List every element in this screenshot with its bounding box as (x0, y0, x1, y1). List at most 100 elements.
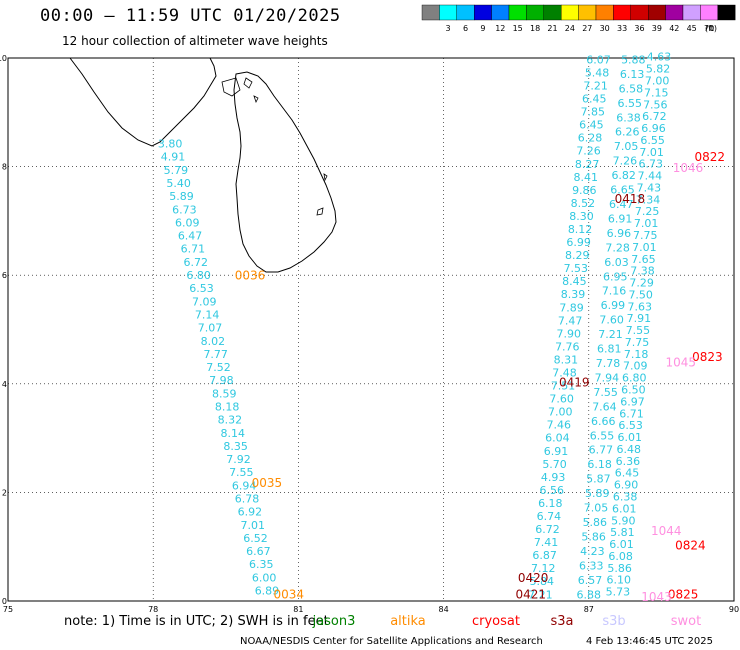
wave-height-value: 6.38 (616, 111, 641, 124)
wave-height-value: 7.60 (599, 314, 624, 327)
wave-height-value: 7.38 (630, 265, 655, 278)
colorbar-label: 45 (687, 24, 697, 33)
colorbar-swatch (474, 4, 492, 21)
wave-height-value: 8.35 (223, 440, 248, 453)
wave-height-value: 6.72 (184, 256, 209, 269)
map-subtitle: 12 hour collection of altimeter wave hei… (62, 34, 328, 48)
pass-time-label: 0034 (273, 587, 304, 601)
wave-height-value: 6.04 (545, 432, 570, 445)
wave-height-value: 4.63 (647, 51, 672, 64)
wave-height-value: 6.18 (587, 458, 612, 471)
wave-height-value: 5.70 (542, 458, 567, 471)
wave-height-value: 7.48 (552, 367, 577, 380)
wave-height-value: 4.23 (580, 545, 605, 558)
wave-height-value: 7.89 (559, 301, 584, 314)
wave-height-value: 7.63 (628, 300, 653, 313)
wave-height-value: 5.89 (585, 487, 610, 500)
wave-height-value: 6.52 (243, 532, 268, 545)
wave-height-value: 7.00 (645, 74, 670, 87)
colorbar-swatch (665, 4, 684, 21)
y-tick-label: 0 (2, 597, 7, 606)
pass-time-label: 0418 (615, 192, 646, 206)
colorbar-swatch (630, 4, 649, 21)
wave-height-value: 6.94 (232, 479, 257, 492)
pass-time-label: 0822 (695, 150, 726, 164)
wave-height-value: 6.97 (620, 395, 645, 408)
wave-height-value: 7.12 (531, 562, 556, 575)
wave-height-value: 6.91 (544, 445, 569, 458)
colorbar-swatch (421, 4, 440, 21)
wave-height-value: 6.80 (622, 372, 647, 385)
colorbar-label: 39 (652, 24, 662, 33)
wave-height-value: 7.85 (581, 106, 606, 119)
wave-height-value: 7.92 (226, 453, 251, 466)
pass-time-label: 0035 (252, 476, 283, 490)
wave-height-value: 8.52 (571, 197, 596, 210)
pass-time-label: 1044 (651, 524, 682, 538)
map-title: 00:00 – 11:59 UTC 01/20/2025 (40, 6, 341, 26)
wave-height-value: 7.55 (229, 466, 254, 479)
wave-height-value: 7.18 (624, 348, 649, 361)
wave-height-value: 6.96 (607, 227, 632, 240)
wave-height-value: 6.08 (608, 550, 633, 563)
wave-height-value: 7.50 (628, 288, 653, 301)
wave-height-value: 6.89 (255, 584, 280, 597)
colorbar-label: 18 (530, 24, 540, 33)
wave-height-value: 6.33 (579, 559, 604, 572)
wave-height-value: 6.07 (586, 53, 611, 66)
colorbar-swatch (717, 4, 736, 21)
sri-lanka-coastline (233, 71, 337, 273)
wave-height-value: 6.88 (577, 588, 602, 601)
y-tick-label: 2 (2, 488, 7, 497)
wave-height-value: 7.05 (584, 502, 609, 515)
wave-height-value: 6.66 (591, 415, 616, 428)
footer-note: note: 1) Time is in UTC; 2) SWH is in fe… (64, 614, 329, 629)
wave-height-value: 7.91 (627, 312, 652, 325)
wave-height-value: 6.28 (578, 132, 603, 145)
wave-height-value: 6.80 (186, 269, 211, 282)
wave-height-value: 6.90 (614, 479, 639, 492)
colorbar-labels: 3 6 9 12 15 18 21 24 27 30 33 36 39 42 45 70 (446, 24, 715, 33)
colorbar-label: 12 (495, 24, 505, 33)
wave-height-value: 6.99 (601, 299, 626, 312)
colorbar-swatch (578, 4, 597, 21)
wave-height-value: 5.86 (581, 530, 606, 543)
wave-height-value: 7.00 (548, 406, 573, 419)
wave-height-value: 7.29 (629, 277, 654, 290)
wave-height-value: 6.01 (617, 431, 642, 444)
wave-height-value: 5.86 (583, 516, 608, 529)
wave-height-value: 6.81 (597, 343, 622, 356)
pass-time-label: 1046 (673, 161, 704, 175)
wave-height-value: 7.41 (534, 536, 559, 549)
y-tick-label: 4 (2, 380, 7, 389)
satellite-legend-item: swot (671, 614, 701, 629)
wave-height-value: 5.87 (586, 473, 611, 486)
wave-height-value: 7.07 (198, 322, 223, 335)
pass-time-label: 0419 (559, 376, 590, 390)
wave-height-value: 6.47 (609, 198, 634, 211)
colorbar-label: 6 (463, 24, 468, 33)
wave-height-value: 7.94 (595, 371, 620, 384)
wave-height-value: 8.59 (212, 387, 237, 400)
wave-height-value: 6.56 (539, 484, 564, 497)
satellite-legend: jason3 altika cryosat s3a s3b swot (312, 614, 702, 629)
colorbar-label: 27 (582, 24, 592, 33)
colorbar-label: 36 (634, 24, 644, 33)
wave-height-value: 7.01 (634, 217, 659, 230)
wave-height-value: 5.86 (607, 562, 632, 575)
x-axis-labels: 75 78 81 84 87 90 (3, 605, 739, 614)
wave-height-value: 7.16 (602, 285, 627, 298)
wave-height-value: 7.90 (556, 327, 581, 340)
wave-height-value: 6.50 (621, 384, 646, 397)
wave-height-value: 3.80 (158, 138, 183, 151)
colorbar-swatch (595, 4, 614, 21)
credit-text: NOAA/NESDIS Center for Satellite Applica… (240, 636, 543, 647)
wave-height-value: 8.18 (215, 400, 240, 413)
wave-height-value: 6.45 (579, 119, 604, 132)
wave-height-value: 7.53 (564, 262, 589, 275)
wave-height-value: 7.64 (592, 400, 617, 413)
pass-time-label: 0823 (692, 350, 723, 364)
colorbar-swatch (648, 4, 666, 21)
colorbar-label: 33 (617, 24, 627, 33)
